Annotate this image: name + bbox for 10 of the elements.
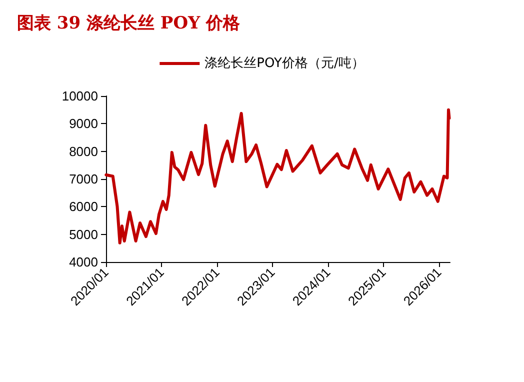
line-series xyxy=(104,108,451,244)
y-tick-label: 6000 xyxy=(69,199,98,214)
legend-label: 涤纶长丝POY价格（元/吨） xyxy=(204,56,364,71)
y-tick-label: 9000 xyxy=(69,116,98,132)
y-tick-label: 8000 xyxy=(69,144,98,159)
y-tick-label: 4000 xyxy=(69,254,98,270)
chart-title: 图表 39 涤纶长丝 POY 价格 xyxy=(17,14,242,34)
y-tick-label: 7000 xyxy=(69,172,98,186)
y-tick-label: 10000 xyxy=(62,88,98,104)
y-tick-label: 5000 xyxy=(69,226,98,242)
